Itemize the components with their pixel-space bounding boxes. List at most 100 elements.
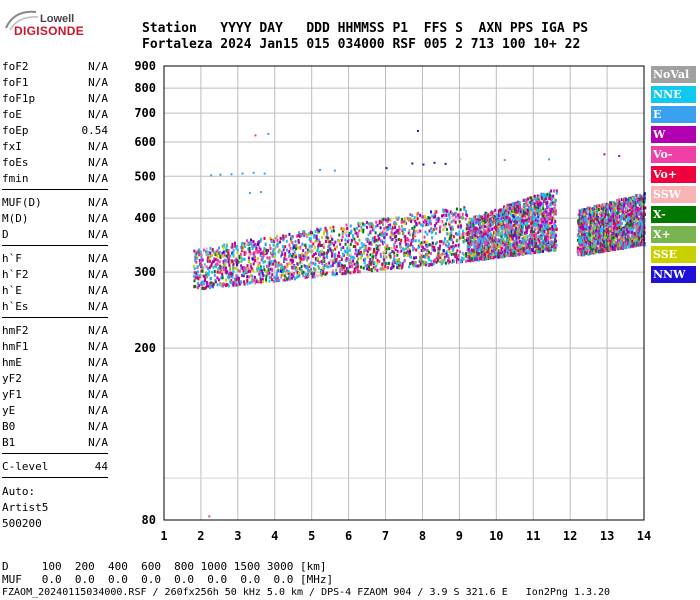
echo-point	[310, 261, 313, 265]
echo-point	[537, 215, 540, 219]
echo-point	[200, 265, 203, 269]
echo-point	[489, 236, 492, 240]
echo-point	[240, 259, 243, 263]
param-value: N/A	[88, 284, 108, 297]
echo-point	[515, 202, 518, 206]
echo-point	[349, 271, 352, 275]
echo-point	[525, 198, 528, 202]
echo-point	[216, 251, 219, 255]
echo-point	[617, 247, 620, 251]
echo-point	[246, 266, 249, 270]
echo-point	[282, 234, 285, 238]
echo-point	[344, 231, 347, 235]
echo-point	[222, 282, 225, 286]
echo-point	[346, 240, 349, 244]
echo-point	[596, 204, 599, 208]
echo-point	[591, 239, 594, 243]
echo-point	[272, 279, 275, 283]
echo-point	[489, 232, 492, 236]
echo-point	[331, 241, 334, 245]
echo-point	[251, 257, 254, 261]
echo-point	[319, 254, 322, 258]
echo-point	[284, 253, 287, 257]
echo-point	[615, 215, 618, 219]
echo-point	[605, 227, 608, 231]
echo-point	[304, 272, 307, 276]
echo-point	[548, 217, 551, 221]
echo-point	[366, 250, 369, 254]
echo-point	[437, 256, 440, 260]
echo-point	[446, 209, 449, 213]
echo-point	[530, 213, 533, 217]
echo-point	[319, 273, 322, 277]
echo-point	[521, 238, 524, 242]
echo-point	[441, 252, 444, 256]
echo-point	[392, 264, 395, 268]
echo-point	[538, 213, 541, 217]
echo-point	[237, 278, 240, 282]
echo-point	[499, 210, 502, 214]
param-name: hmF2	[2, 324, 29, 337]
echo-point	[500, 214, 503, 218]
echo-point	[434, 226, 437, 230]
echo-point	[297, 246, 300, 250]
echo-point	[487, 244, 490, 248]
echo-point	[346, 227, 349, 231]
echo-point	[589, 215, 592, 219]
echo-point	[389, 223, 392, 227]
echo-point	[520, 229, 523, 233]
autoscale-name: Artist5	[2, 501, 49, 514]
echo-point	[208, 255, 211, 259]
echo-point	[444, 243, 447, 247]
echo-point	[410, 255, 413, 259]
echo-point	[445, 227, 448, 231]
echo-point	[221, 276, 224, 280]
echo-point	[327, 249, 330, 253]
echo-point	[579, 232, 582, 236]
echo-point	[514, 219, 517, 223]
echo-point	[450, 252, 453, 256]
echo-point	[264, 260, 267, 264]
echo-point	[428, 229, 431, 233]
echo-point	[604, 209, 607, 213]
echo-point	[441, 258, 444, 262]
echo-point	[360, 241, 363, 245]
echo-point	[596, 210, 599, 214]
echo-point	[465, 227, 468, 231]
echo-point	[602, 248, 605, 252]
echo-point	[227, 252, 230, 256]
echo-point	[439, 225, 442, 229]
echo-point	[255, 244, 258, 248]
echo-point	[554, 234, 557, 238]
echo-point	[451, 259, 454, 263]
echo-point	[442, 249, 445, 253]
echo-point	[505, 247, 508, 251]
echo-point	[462, 253, 465, 257]
echo-point	[470, 257, 473, 261]
echo-point	[527, 225, 530, 229]
echo-point	[450, 238, 453, 242]
echo-point	[537, 247, 540, 251]
echo-point	[555, 189, 558, 193]
echo-point	[356, 253, 359, 257]
echo-point	[480, 224, 483, 228]
echo-point	[488, 228, 491, 232]
echo-point	[481, 254, 484, 258]
echo-point	[591, 248, 594, 252]
param-value: N/A	[88, 196, 108, 209]
echo-point	[254, 259, 257, 263]
echo-point	[414, 219, 417, 223]
echo-point	[357, 270, 360, 274]
echo-point	[588, 242, 591, 246]
echo-point	[338, 259, 341, 263]
echo-point	[402, 231, 405, 235]
echo-point	[615, 233, 618, 237]
echo-point	[231, 245, 234, 249]
echo-point	[239, 252, 242, 256]
echo-point	[439, 260, 442, 264]
echo-point	[591, 209, 594, 213]
echo-point	[379, 252, 382, 256]
echo-point	[231, 271, 234, 275]
echo-point	[225, 282, 228, 286]
echo-point	[535, 216, 538, 220]
